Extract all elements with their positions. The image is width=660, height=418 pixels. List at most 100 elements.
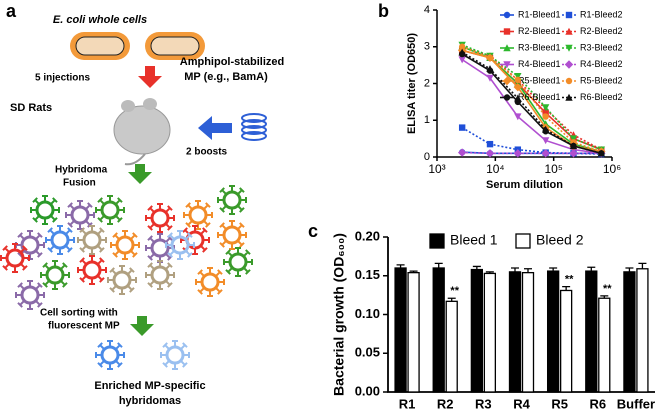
bar — [508, 271, 522, 393]
x-tick-label: 10⁴ — [486, 162, 505, 176]
data-point — [486, 65, 494, 72]
cell-receptor — [217, 185, 247, 215]
y-tick-label: 0.10 — [355, 306, 380, 321]
cell — [100, 200, 120, 220]
data-point — [486, 74, 494, 82]
y-tick-label: 0.05 — [355, 345, 380, 360]
series-line — [461, 53, 602, 155]
data-point — [513, 149, 523, 158]
cell — [170, 235, 190, 255]
cell-receptor — [0, 243, 30, 273]
bar — [483, 272, 497, 393]
cell — [150, 265, 170, 285]
data-point — [542, 113, 549, 120]
legend-label: R3-Bleed1 — [518, 42, 561, 52]
diagram-text: hybridomas — [119, 395, 181, 407]
x-tick-label: 10⁵ — [545, 162, 563, 176]
cell-receptor — [223, 247, 253, 277]
cell-receptor — [15, 280, 45, 310]
x-tick-label: R3 — [475, 396, 492, 411]
cell-receptor — [15, 230, 45, 260]
series-line — [462, 151, 602, 155]
error-bar — [524, 268, 532, 273]
cell — [115, 235, 135, 255]
data-point — [458, 43, 466, 50]
coil — [241, 113, 267, 141]
cell — [82, 260, 102, 280]
series-line — [461, 46, 602, 153]
cell-receptor — [77, 225, 107, 255]
error-bar — [562, 285, 571, 291]
x-tick-label: 10³ — [428, 162, 445, 176]
series-line — [461, 58, 602, 155]
cell-receptor — [145, 203, 175, 233]
legend-label: R1-Bleed1 — [518, 9, 561, 19]
data-point — [569, 142, 578, 150]
cell — [100, 345, 120, 365]
bar — [445, 300, 458, 393]
series-line — [461, 44, 602, 151]
bar — [585, 270, 598, 393]
legend-label: R4-Bleed2 — [580, 59, 623, 69]
error-bar — [511, 267, 519, 272]
x-tick-label: R1 — [399, 396, 416, 411]
panel-label: c — [308, 221, 318, 241]
cell-receptor — [217, 220, 247, 250]
legend-label: R6-Bleed2 — [580, 92, 623, 102]
bar — [636, 268, 649, 393]
cell — [200, 272, 220, 292]
legend-marker — [565, 11, 573, 19]
data-point — [458, 48, 466, 56]
legend-label: R6-Bleed1 — [518, 92, 561, 102]
legend-label: R1-Bleed2 — [580, 9, 623, 19]
cell — [20, 285, 40, 305]
x-tick-label: R4 — [513, 396, 530, 411]
bar — [394, 267, 407, 393]
cell-receptor — [95, 195, 125, 225]
legend-marker — [565, 27, 573, 35]
data-point — [569, 135, 578, 143]
legend-marker — [503, 11, 511, 19]
data-point — [514, 94, 522, 102]
diagram-text: fluorescent MP — [48, 321, 120, 332]
y-tick-label: 0.15 — [355, 267, 380, 282]
error-bar — [638, 262, 647, 269]
data-point — [541, 137, 550, 145]
y-tick-label: 1 — [424, 114, 430, 126]
series-line — [461, 126, 602, 155]
panel-label: b — [378, 1, 389, 21]
bar — [546, 270, 560, 393]
y-tick-label: 0 — [424, 151, 430, 163]
bar — [598, 297, 611, 393]
error-bar — [549, 267, 558, 272]
bacterium — [75, 36, 125, 56]
cell — [70, 205, 90, 225]
rat-ear — [143, 98, 157, 110]
legend-label: R3-Bleed2 — [580, 42, 623, 52]
cell-receptor — [145, 233, 175, 263]
error-bar — [434, 262, 443, 268]
cell — [112, 270, 132, 290]
cell — [228, 252, 248, 272]
diagram-text: 2 boosts — [186, 147, 228, 158]
arrow — [138, 66, 162, 88]
data-point — [457, 148, 467, 157]
legend-label: Bleed 2 — [536, 232, 584, 248]
y-tick-label: 2 — [424, 77, 430, 89]
data-point — [513, 82, 523, 92]
diagram-text: Hybridoma — [55, 165, 108, 176]
arrow — [130, 316, 154, 336]
cell-receptor — [110, 230, 140, 260]
data-point — [597, 149, 606, 157]
cell-receptor — [107, 265, 137, 295]
diagram-text: Fusion — [63, 178, 96, 189]
axis — [387, 237, 655, 393]
rat-ear — [121, 100, 135, 112]
data-point — [541, 149, 550, 158]
cell — [222, 225, 242, 245]
bacterium — [150, 36, 200, 56]
legend-swatch — [429, 233, 445, 249]
legend-marker — [565, 93, 573, 101]
significance: ** — [565, 274, 574, 286]
legend-marker — [565, 77, 573, 85]
